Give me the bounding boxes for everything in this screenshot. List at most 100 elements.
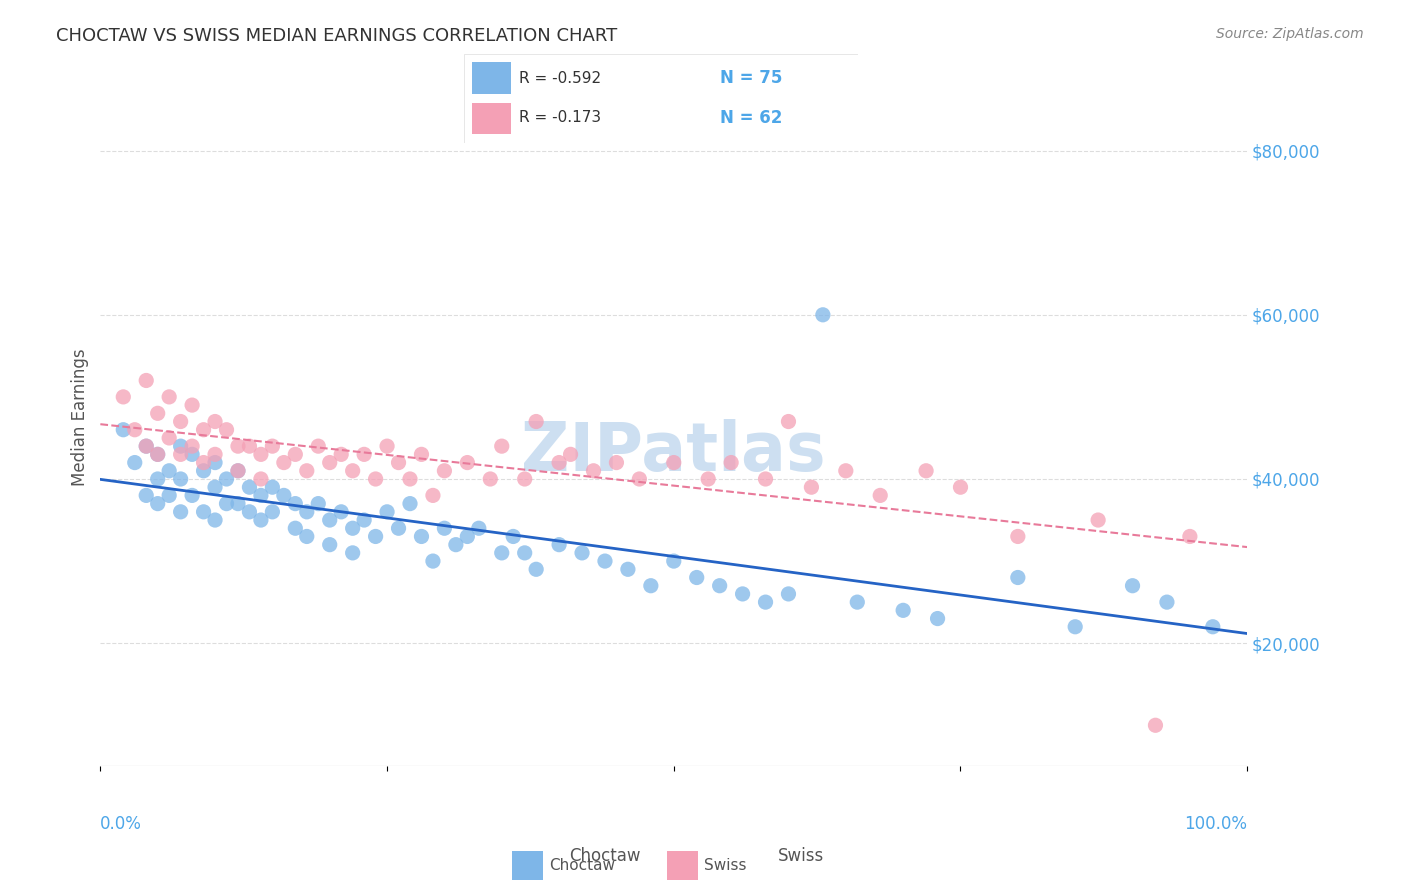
Point [284,447,307,461]
Text: R = -0.592: R = -0.592 [519,71,602,86]
Point [135,439,157,453]
Point [364,472,387,486]
Point [709,579,731,593]
Text: 100.0%: 100.0% [1184,815,1247,833]
Point [250,513,273,527]
Point [215,497,238,511]
Point [319,538,342,552]
Point [273,488,295,502]
Point [422,554,444,568]
Point [628,472,651,486]
Point [157,464,180,478]
Point [169,505,191,519]
Point [548,456,571,470]
Point [342,464,364,478]
Point [215,472,238,486]
Y-axis label: Median Earnings: Median Earnings [72,349,89,486]
Point [387,456,409,470]
Text: CHOCTAW VS SWISS MEDIAN EARNINGS CORRELATION CHART: CHOCTAW VS SWISS MEDIAN EARNINGS CORRELA… [56,27,617,45]
Point [1121,579,1143,593]
Point [226,464,249,478]
Point [204,447,226,461]
Point [295,505,318,519]
Text: 0.0%: 0.0% [100,815,142,833]
Text: Swiss: Swiss [779,847,824,865]
Text: N = 62: N = 62 [720,109,782,127]
Point [778,587,800,601]
Point [193,464,215,478]
Point [364,529,387,543]
Point [319,513,342,527]
Point [491,546,513,560]
Text: Source: ZipAtlas.com: Source: ZipAtlas.com [1216,27,1364,41]
Bar [472,62,512,94]
Point [112,390,135,404]
Point [811,308,834,322]
Point [146,447,169,461]
Point [375,439,398,453]
Text: Choctaw: Choctaw [550,858,616,872]
Point [1144,718,1167,732]
Point [1178,529,1201,543]
Point [513,472,536,486]
Point [124,423,146,437]
Point [1202,620,1225,634]
Point [433,521,456,535]
Point [226,464,249,478]
Point [342,521,364,535]
Point [846,595,869,609]
Bar [472,103,512,134]
Text: Swiss: Swiss [704,858,747,872]
Point [307,497,329,511]
Point [204,480,226,494]
Point [778,415,800,429]
Point [731,587,754,601]
Point [548,538,571,552]
Point [502,529,524,543]
Point [319,456,342,470]
Point [891,603,914,617]
Point [342,546,364,560]
Point [399,497,422,511]
Point [193,456,215,470]
Point [422,488,444,502]
Point [157,431,180,445]
Point [204,513,226,527]
Point [375,505,398,519]
Point [1007,529,1029,543]
Point [524,415,547,429]
Point [181,439,204,453]
Bar [666,851,697,880]
Point [433,464,456,478]
Point [204,415,226,429]
Point [146,472,169,486]
Point [169,472,191,486]
Point [169,447,191,461]
Point [169,415,191,429]
Point [193,505,215,519]
Point [181,398,204,412]
Point [399,472,422,486]
Point [307,439,329,453]
Point [157,390,180,404]
Point [112,423,135,437]
Point [330,505,353,519]
Point [720,456,742,470]
Point [135,374,157,388]
Point [215,423,238,437]
Point [295,529,318,543]
Point [1007,570,1029,584]
Point [754,472,776,486]
Bar [512,851,543,880]
Point [1064,620,1087,634]
Point [411,447,433,461]
Text: N = 75: N = 75 [720,70,782,87]
Point [662,456,685,470]
Point [238,439,260,453]
Text: Choctaw: Choctaw [569,847,640,865]
Point [250,488,273,502]
Point [284,497,307,511]
Point [617,562,640,576]
Point [226,497,249,511]
Point [949,480,972,494]
